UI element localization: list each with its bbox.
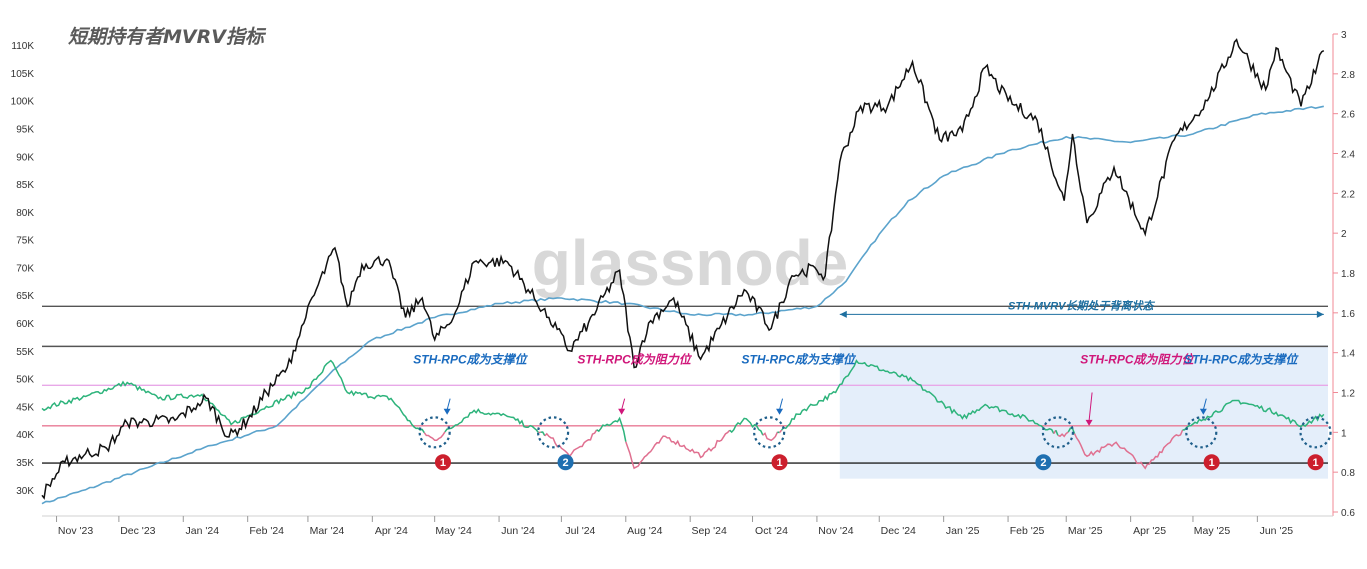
- annotation-4: STH-RPC成为阻力位: [1080, 353, 1195, 367]
- y-left-tick-7: 65K: [16, 291, 34, 302]
- series-sth-mvrv-below-355: [780, 430, 782, 433]
- y-right-tick-0: 0.6: [1341, 508, 1355, 519]
- chart-title: 短期持有者MVRV指标: [68, 22, 264, 49]
- annotation-3: STH-RPC成为支撑位: [742, 353, 857, 367]
- x-tick-0: Nov '23: [58, 525, 93, 537]
- annotation-5: STH-RPC成为支撑位: [1184, 353, 1299, 367]
- annotation-arrowhead-left-0: [840, 311, 847, 318]
- y-right-tick-12: 3: [1341, 30, 1347, 41]
- x-tick-19: Jun '25: [1260, 525, 1294, 537]
- y-right-tick-10: 2.6: [1341, 110, 1355, 121]
- y-right-tick-4: 1.4: [1341, 349, 1355, 360]
- marker-label-0: 1: [440, 457, 446, 469]
- y-left-tick-16: 110K: [11, 41, 34, 52]
- x-tick-5: Apr '24: [375, 525, 408, 537]
- x-tick-14: Jan '25: [946, 525, 980, 537]
- series-sth-mvrv-below-242: [545, 430, 597, 456]
- series-sth-mvrv-above-0: [42, 361, 424, 433]
- y-left-tick-5: 55K: [16, 347, 34, 358]
- x-tick-2: Jan '24: [186, 525, 220, 537]
- y-left-tick-14: 100K: [11, 97, 35, 108]
- y-right-tick-8: 2.2: [1341, 189, 1355, 200]
- x-tick-18: May '25: [1194, 525, 1231, 537]
- annotation-pointer-head-1: [444, 409, 451, 415]
- y-right-tick-2: 1: [1341, 428, 1347, 439]
- x-tick-6: May '24: [435, 525, 472, 537]
- annotation-1: STH-RPC成为支撑位: [413, 353, 528, 367]
- y-left-tick-13: 95K: [16, 124, 34, 135]
- x-tick-8: Jul '24: [565, 525, 595, 537]
- annotation-arrowhead-right-0: [1317, 311, 1324, 318]
- y-right-tick-9: 2.4: [1341, 150, 1355, 161]
- x-tick-4: Mar '24: [310, 525, 345, 537]
- y-right-tick-3: 1.2: [1341, 389, 1355, 400]
- marker-label-4: 1: [1209, 457, 1215, 469]
- x-tick-16: Mar '25: [1068, 525, 1103, 537]
- y-right-tick-11: 2.8: [1341, 70, 1355, 81]
- annotation-pointer-head-3: [776, 409, 783, 415]
- x-tick-17: Apr '25: [1133, 525, 1166, 537]
- series-sth-mvrv-below-347: [763, 432, 778, 440]
- marker-label-1: 2: [562, 457, 568, 469]
- y-right-tick-5: 1.6: [1341, 309, 1355, 320]
- annotation-pointer-2: [622, 399, 625, 410]
- series-sth-mvrv-above-331: [730, 418, 763, 435]
- x-tick-10: Sep '24: [692, 525, 727, 537]
- series-sth-mvrv-above-267: [597, 418, 626, 441]
- y-left-tick-1: 35K: [16, 458, 34, 469]
- x-tick-1: Dec '23: [120, 525, 155, 537]
- x-tick-9: Aug '24: [627, 525, 662, 537]
- series-sth-mvrv-below-184: [424, 432, 445, 441]
- y-left-tick-0: 30K: [16, 486, 34, 497]
- y-left-tick-9: 75K: [16, 236, 34, 247]
- annotation-pointer-1: [447, 399, 450, 410]
- watermark: glassnode: [532, 227, 849, 299]
- series-sth-mvrv-above-240: [541, 432, 545, 436]
- y-left-tick-4: 50K: [16, 375, 34, 386]
- marker-label-5: 1: [1312, 457, 1318, 469]
- y-right-tick-6: 1.8: [1341, 269, 1355, 280]
- y-left-tick-8: 70K: [16, 263, 34, 274]
- y-left-tick-11: 85K: [16, 180, 34, 191]
- y-left-tick-10: 80K: [16, 208, 34, 219]
- x-tick-11: Oct '24: [755, 525, 788, 537]
- y-left-tick-15: 105K: [11, 69, 35, 80]
- x-tick-7: Jun '24: [501, 525, 535, 537]
- y-left-tick-12: 90K: [16, 152, 34, 163]
- y-right-tick-7: 2: [1341, 229, 1347, 240]
- x-tick-15: Feb '25: [1010, 525, 1045, 537]
- y-left-tick-6: 60K: [16, 319, 34, 330]
- marker-label-2: 1: [776, 457, 782, 469]
- x-tick-3: Feb '24: [249, 525, 284, 537]
- annotation-2: STH-RPC成为阻力位: [577, 353, 692, 367]
- y-left-tick-3: 45K: [16, 402, 34, 413]
- y-left-tick-2: 40K: [16, 430, 34, 441]
- marker-label-3: 2: [1040, 457, 1046, 469]
- x-tick-13: Dec '24: [881, 525, 916, 537]
- series-sth-mvrv-above-194: [445, 410, 539, 433]
- x-tick-12: Nov '24: [818, 525, 853, 537]
- annotation-0: STH-MVRV长期处于背离状态: [1008, 299, 1155, 312]
- annotation-pointer-3: [780, 399, 783, 410]
- y-right-tick-1: 0.8: [1341, 468, 1355, 479]
- annotation-pointer-head-2: [618, 409, 625, 415]
